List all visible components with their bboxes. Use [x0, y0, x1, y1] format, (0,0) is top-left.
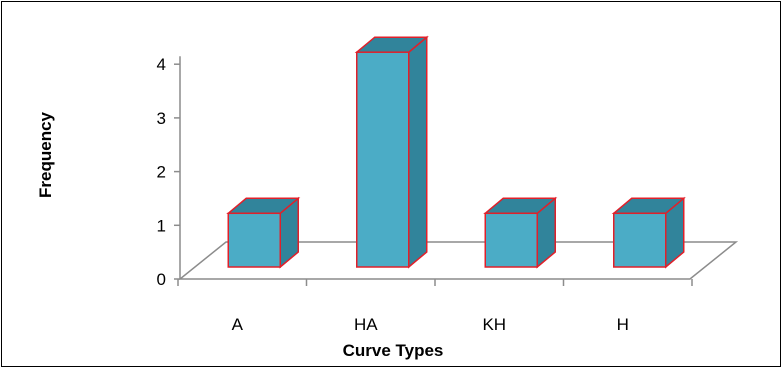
- bar-front: [484, 212, 538, 268]
- y-tick-label: 3: [157, 109, 166, 128]
- y-axis-title: Frequency: [36, 111, 55, 198]
- y-tick-label: 0: [157, 270, 166, 289]
- x-axis-title: Curve Types: [343, 341, 444, 360]
- y-tick-label: 4: [157, 55, 166, 74]
- bar-front: [227, 212, 281, 268]
- y-tick-label: 2: [157, 163, 166, 182]
- chart-floor: [177, 241, 739, 280]
- bar: [354, 35, 429, 269]
- x-tick-label: H: [617, 315, 629, 334]
- x-tick-label: HA: [354, 315, 378, 334]
- bar-front: [613, 212, 667, 268]
- bar: [483, 196, 558, 269]
- y-tick-label: 1: [157, 216, 166, 235]
- bar-front: [356, 51, 410, 268]
- bar-side: [408, 35, 428, 269]
- x-tick-label: A: [232, 315, 244, 334]
- x-tick-label: KH: [482, 315, 506, 334]
- bar: [226, 196, 301, 269]
- bar: [611, 196, 686, 269]
